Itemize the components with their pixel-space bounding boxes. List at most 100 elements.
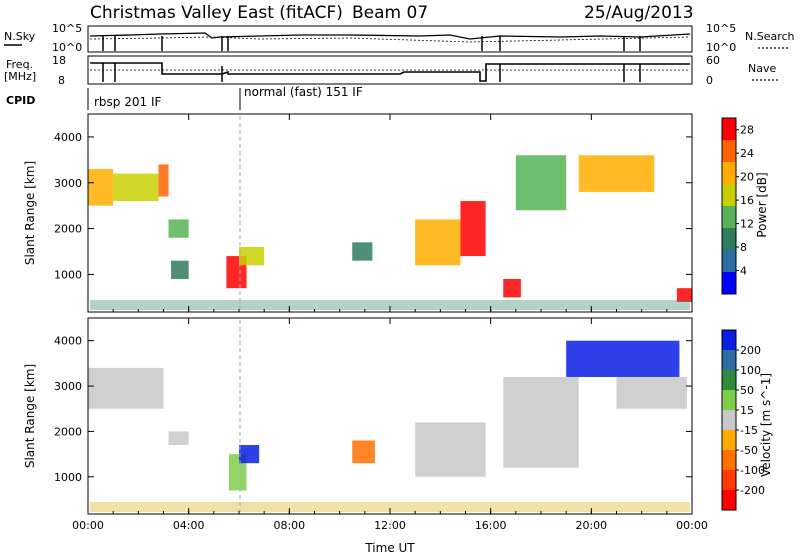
power-colorbar-label: Power [dB]	[755, 172, 769, 237]
velocity-x-axis: 00:00 04:00 08:00 12:00 16:00 20:00 00:00	[72, 318, 708, 532]
velocity-colorbar-label: Velocity [m s^-1]	[759, 373, 773, 477]
colorbar-tick-label: 200	[740, 344, 761, 357]
noise-panel: N.Sky 10^5 10^0 10^5 10^0 N.Search	[4, 22, 795, 54]
colorbar-tick-label: 4	[740, 265, 747, 278]
noise-left-tick-bottom: 10^0	[52, 41, 82, 54]
colorbar-swatch	[722, 228, 736, 250]
colorbar-tick-label: 20	[740, 171, 754, 184]
ground-scatter-band	[90, 300, 690, 310]
colorbar-tick-label: 12	[740, 218, 754, 231]
scatter-region	[515, 155, 567, 211]
scatter-region	[352, 440, 375, 464]
scatter-region	[239, 246, 265, 266]
colorbar-tick-label: -50	[740, 444, 758, 457]
colorbar-swatch	[722, 162, 736, 184]
cpid-mode-2: normal (fast) 151 IF	[244, 85, 363, 99]
freq-label-line1: Freq.	[6, 58, 33, 71]
colorbar-swatch	[722, 272, 736, 294]
velocity-panel: 1000 2000 3000 4000 00:00 04:00 08:00 12:00 16:…	[23, 317, 773, 532]
scatter-region	[168, 431, 189, 446]
scatter-region	[503, 279, 521, 298]
colorbar-tick-label: 16	[740, 194, 754, 207]
power-frame	[87, 113, 693, 313]
colorbar-tick-label: 15	[740, 404, 754, 417]
colorbar-tick-label: 100	[740, 364, 761, 377]
noise-sky-trace	[89, 32, 691, 40]
freq-label-line2: [MHz]	[4, 70, 36, 83]
power-y-axis: 1000 2000 3000 4000	[54, 131, 692, 281]
noise-right-tick-bottom: 10^0	[706, 41, 736, 54]
colorbar-swatch	[722, 140, 736, 162]
power-colorbar: 4 8 12 16 20 24 28	[721, 117, 754, 295]
colorbar-tick-label: 28	[740, 124, 754, 137]
colorbar-swatch	[722, 330, 736, 350]
scatter-region	[88, 367, 164, 409]
colorbar-swatch	[722, 350, 736, 370]
scatter-region	[566, 340, 680, 377]
colorbar-swatch	[722, 430, 736, 450]
noise-left-tick-top: 10^5	[52, 22, 82, 35]
colorbar-swatch	[722, 470, 736, 490]
scatter-region	[616, 376, 687, 409]
colorbar-tick-label: 50	[740, 384, 754, 397]
scatter-region	[676, 288, 692, 302]
y-tick-label: 2000	[54, 223, 82, 236]
colorbar-swatch	[722, 410, 736, 430]
power-data	[88, 116, 692, 310]
y-tick-label: 1000	[54, 471, 82, 484]
colorbar-tick-label: -15	[740, 424, 758, 437]
colorbar-frame	[721, 329, 737, 511]
y-tick-label: 2000	[54, 425, 82, 438]
scatter-region	[460, 201, 486, 257]
x-tick-label: 16:00	[475, 519, 507, 532]
scatter-region	[578, 155, 655, 192]
frequency-panel: Freq. [MHz] 18 8 60 0 Nave	[4, 54, 780, 87]
frequency-trace	[90, 62, 690, 82]
noise-right-tick-top: 10^5	[706, 22, 736, 35]
freq-drop-markers	[102, 63, 641, 82]
x-tick-label: 00:00	[72, 519, 104, 532]
cpid-mode-1: rbsp 201 IF	[94, 95, 161, 109]
scatter-region	[503, 376, 579, 468]
freq-right-tick-bottom: 0	[706, 74, 713, 87]
scatter-region	[415, 422, 486, 477]
x-tick-label: 00:00	[676, 519, 708, 532]
noise-drop-markers	[102, 36, 641, 51]
power-y-label: Slant Range [km]	[23, 161, 37, 265]
scatter-region	[158, 164, 169, 197]
colorbar-tick-label: 8	[740, 241, 747, 254]
colorbar-swatch	[722, 250, 736, 272]
colorbar-tick-label: -200	[740, 484, 765, 497]
noise-search-label: N.Search	[745, 30, 795, 43]
colorbar-swatch	[722, 206, 736, 228]
scatter-region	[239, 445, 260, 464]
y-tick-label: 3000	[54, 177, 82, 190]
scatter-region	[415, 219, 461, 266]
cpid-panel: CPID rbsp 201 IF normal (fast) 151 IF	[6, 85, 363, 110]
scatter-region	[168, 219, 189, 238]
freq-left-tick-top: 18	[52, 54, 66, 67]
velocity-y-axis: 1000 2000 3000 4000	[54, 335, 692, 484]
colorbar-swatch	[722, 118, 736, 140]
ground-scatter-band	[90, 502, 690, 512]
x-axis-title: Time UT	[364, 541, 415, 554]
colorbar-swatch	[722, 184, 736, 206]
beam-label: Beam 07	[352, 3, 428, 23]
scatter-region	[171, 260, 189, 279]
velocity-y-label: Slant Range [km]	[23, 364, 37, 468]
x-tick-label: 04:00	[173, 519, 205, 532]
cpid-label: CPID	[6, 94, 35, 107]
y-tick-label: 4000	[54, 131, 82, 144]
x-tick-label: 20:00	[575, 519, 607, 532]
noise-sky-label: N.Sky	[4, 30, 36, 43]
y-tick-label: 1000	[54, 268, 82, 281]
colorbar-frame	[721, 117, 737, 295]
scatter-region	[88, 169, 114, 206]
velocity-data	[88, 320, 690, 512]
scatter-region	[352, 242, 373, 261]
freq-left-tick-bottom: 8	[58, 74, 65, 87]
colorbar-swatch	[722, 450, 736, 470]
colorbar-swatch	[722, 370, 736, 390]
colorbar-swatch	[722, 390, 736, 410]
